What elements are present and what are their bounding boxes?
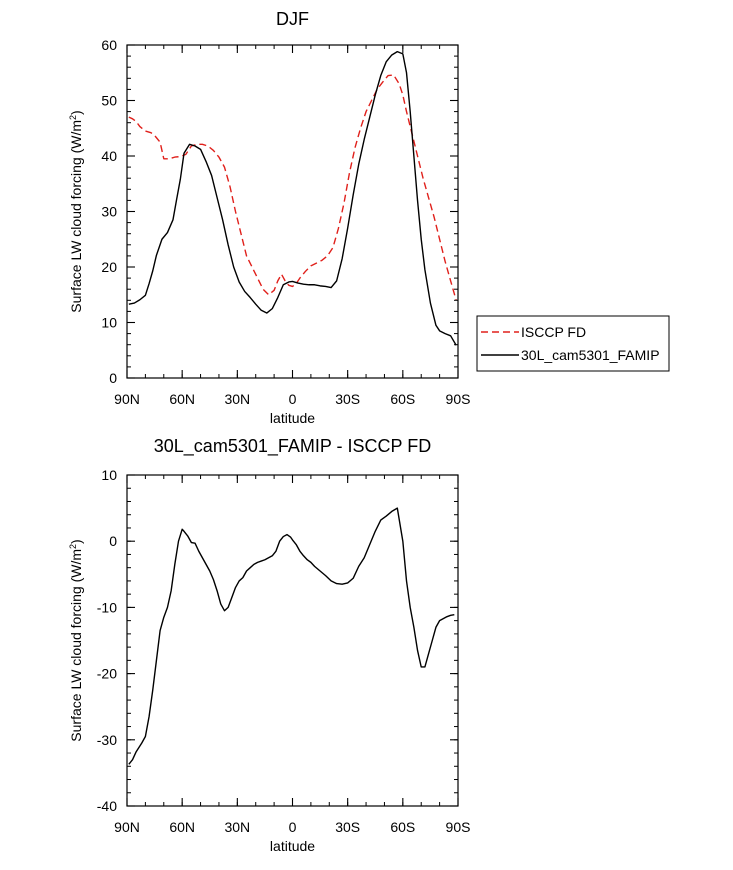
plot-frame: [126, 474, 459, 807]
y-axis-label-text: Surface LW cloud forcing (W/m: [68, 120, 84, 313]
y-tick-label: -40: [97, 798, 117, 814]
y-tick-label: 40: [101, 148, 117, 164]
x-tick-label: 90S: [446, 391, 471, 407]
y-tick-label: -30: [97, 732, 117, 748]
y-tick-label: 0: [109, 533, 117, 549]
x-tick-label: 60S: [390, 391, 415, 407]
y-tick-label: 30: [101, 204, 117, 220]
y-axis-label-close: ): [68, 539, 84, 544]
y-axis-label: Surface LW cloud forcing (W/m2): [68, 110, 84, 312]
x-tick-label: 30S: [335, 819, 360, 835]
y-tick-label: 10: [101, 467, 117, 483]
y-tick-label: 10: [101, 315, 117, 331]
x-axis-label: latitude: [270, 410, 315, 426]
legend-entry: 30L_cam5301_FAMIP: [521, 347, 660, 363]
chart-title: 30L_cam5301_FAMIP - ISCCP FD: [154, 436, 431, 457]
x-axis-label: latitude: [270, 838, 315, 854]
x-tick-label: 30N: [224, 819, 250, 835]
series-line-isccp-fd: [128, 74, 457, 301]
y-axis-label-sup: 2: [68, 544, 78, 549]
legend: ISCCP FD 30L_cam5301_FAMIP: [476, 315, 670, 372]
x-tick-label: 30N: [224, 391, 250, 407]
series-line-30l-cam5301-famip: [128, 50, 457, 346]
y-tick-label: 50: [101, 93, 117, 109]
x-tick-label: 60N: [169, 819, 195, 835]
y-axis-label-close: ): [68, 110, 84, 115]
panel-top: DJF 90N 60N 30N 0 30S 60S 90S 0 10 20 30 40 50 60 latit…: [68, 9, 670, 426]
x-tick-label: 0: [289, 391, 297, 407]
chart-title: DJF: [276, 9, 309, 29]
x-tick-label: 60S: [390, 819, 415, 835]
series-line-difference: [128, 507, 455, 765]
y-tick-label: -10: [97, 599, 117, 615]
y-tick-label: 0: [109, 370, 117, 386]
y-axis-label: Surface LW cloud forcing (W/m2): [68, 539, 84, 741]
y-tick-label: 20: [101, 259, 117, 275]
panel-bottom: 30L_cam5301_FAMIP - ISCCP FD 90N 60N 30N 0 30…: [68, 436, 470, 854]
x-tick-label: 90S: [446, 819, 471, 835]
legend-box: [476, 315, 670, 372]
legend-entry: ISCCP FD: [521, 324, 586, 340]
y-axis-label-sup: 2: [68, 115, 78, 120]
x-tick-label: 30S: [335, 391, 360, 407]
x-tick-label: 0: [289, 819, 297, 835]
x-tick-label: 90N: [114, 391, 140, 407]
y-tick-label: -20: [97, 666, 117, 682]
x-tick-label: 90N: [114, 819, 140, 835]
y-tick-label: 60: [101, 37, 117, 53]
x-tick-label: 60N: [169, 391, 195, 407]
y-axis-label-text: Surface LW cloud forcing (W/m: [68, 549, 84, 742]
